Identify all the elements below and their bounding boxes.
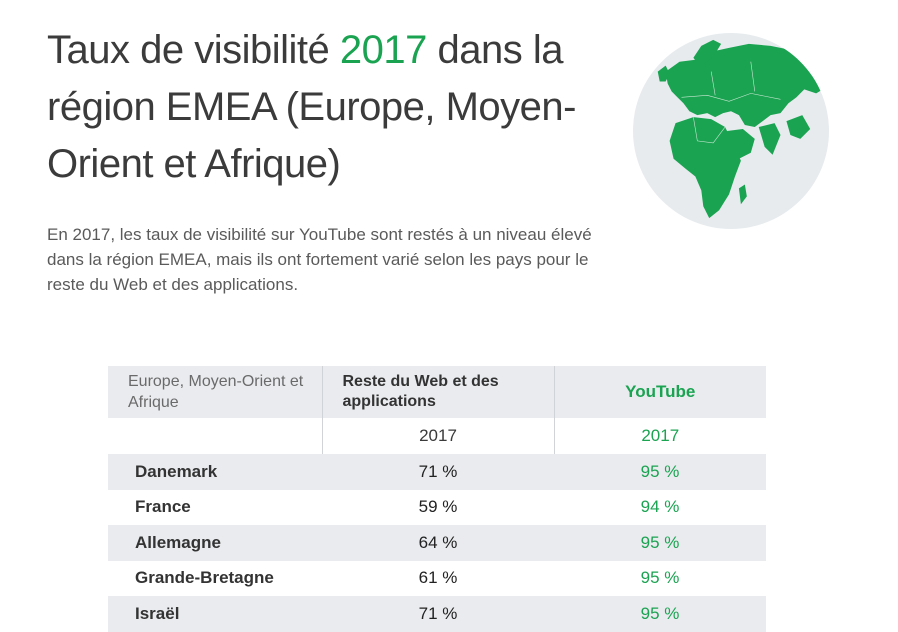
visibility-table: Europe, Moyen-Orient et Afrique Reste du…: [108, 366, 766, 632]
intro-paragraph: En 2017, les taux de visibilité sur YouT…: [47, 225, 592, 294]
youtube-value: 95 %: [640, 532, 680, 552]
year-web: 2017: [321, 418, 554, 454]
youtube-value: 94 %: [640, 497, 680, 517]
globe-emea-map-icon: [632, 32, 830, 230]
country-name: Grande-Bretagne: [135, 568, 274, 588]
web-value: 64 %: [418, 532, 458, 552]
header-web-apps: Reste du Web et des applications: [321, 366, 554, 418]
country-name: France: [135, 497, 191, 517]
title-text-before: Taux de visibilité: [47, 28, 340, 72]
youtube-value: 95 %: [640, 461, 680, 481]
table-row: Allemagne 64 % 95 %: [108, 525, 766, 561]
title-text-after: dans la région EMEA (Europe, Moyen-Orien…: [47, 28, 576, 186]
web-value: 71 %: [418, 603, 458, 623]
country-name: Israël: [135, 603, 180, 623]
web-value: 71 %: [418, 461, 458, 481]
table-row: Grande-Bretagne 61 % 95 %: [108, 561, 766, 597]
youtube-value: 95 %: [640, 603, 680, 623]
web-value: 61 %: [418, 568, 458, 588]
page-title: Taux de visibilité 2017 dans la région E…: [47, 22, 637, 193]
table-row: Danemark 71 % 95 %: [108, 454, 766, 490]
year-row: 2017 2017: [108, 418, 766, 454]
web-value: 59 %: [418, 497, 458, 517]
youtube-value: 95 %: [640, 568, 680, 588]
table-row: Israël 71 % 95 %: [108, 596, 766, 632]
country-name: Danemark: [135, 461, 218, 481]
title-year-accent: 2017: [339, 28, 427, 72]
table-header-row: Europe, Moyen-Orient et Afrique Reste du…: [108, 366, 766, 418]
header-youtube: YouTube: [553, 366, 766, 418]
header-region: Europe, Moyen-Orient et Afrique: [128, 373, 304, 411]
table-row: France 59 % 94 %: [108, 490, 766, 526]
year-row-spacer: [108, 418, 322, 454]
country-name: Allemagne: [135, 532, 221, 552]
year-youtube: 2017: [553, 418, 766, 454]
